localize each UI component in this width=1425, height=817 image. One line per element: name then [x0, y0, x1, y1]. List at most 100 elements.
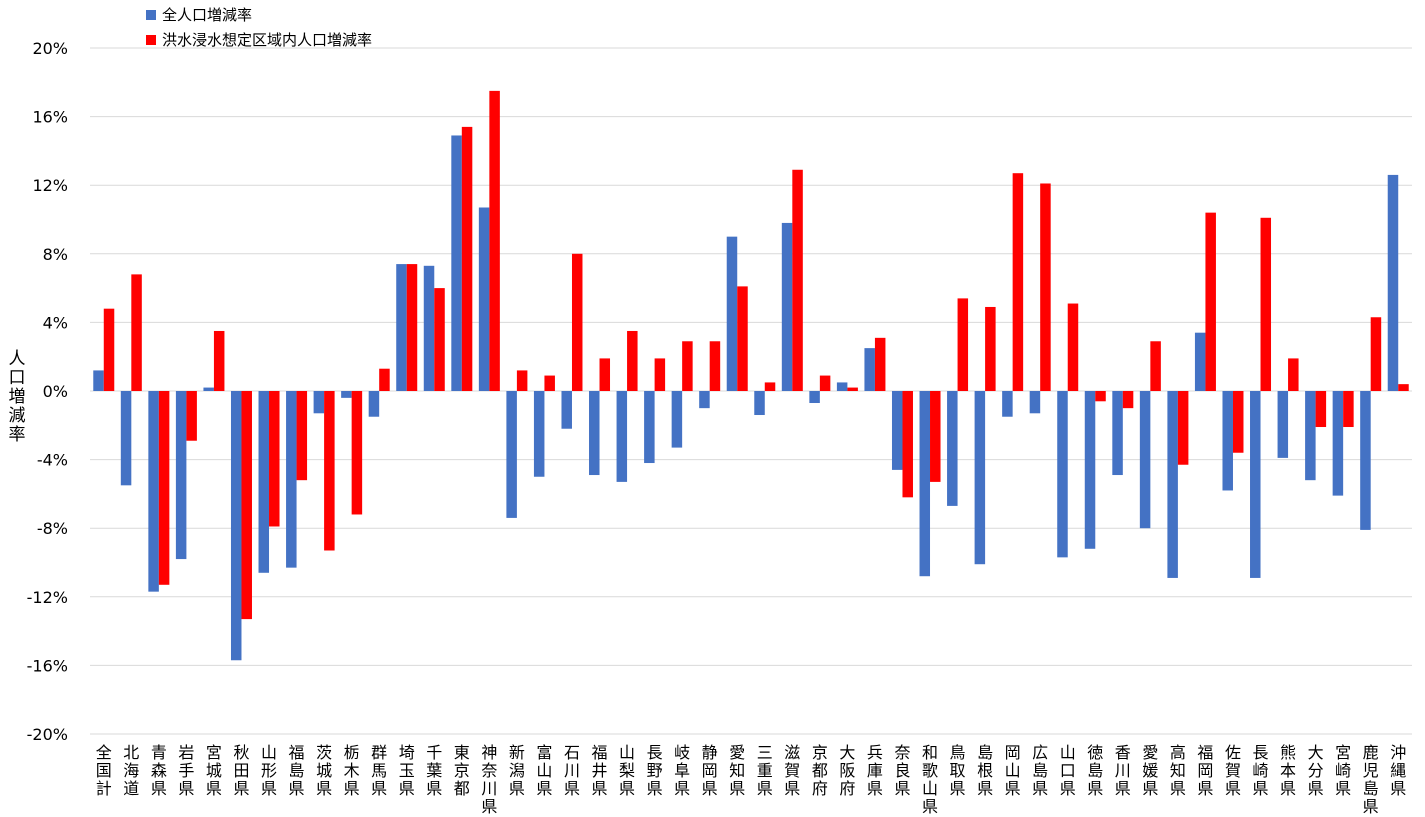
bar-series-2 — [1398, 384, 1409, 391]
bar-series-1 — [1332, 391, 1344, 496]
bar-series-1 — [286, 391, 297, 568]
bar-series-1 — [809, 391, 820, 404]
x-tick-label: 山口県 — [1060, 743, 1076, 798]
bar-series-2 — [599, 358, 611, 391]
bar-series-1 — [506, 391, 517, 518]
bar-series-1 — [1084, 391, 1096, 549]
bar-series-1 — [1387, 174, 1399, 391]
bar-series-2 — [1067, 303, 1079, 391]
bar-series-2 — [379, 368, 390, 391]
x-tick-label: 奈良県 — [894, 743, 910, 798]
x-tick-label: 高知県 — [1170, 743, 1186, 798]
bar-series-2 — [461, 126, 473, 391]
x-tick-label: 福島県 — [289, 743, 305, 798]
x-tick-label: 佐賀県 — [1225, 743, 1241, 798]
bar-series-2 — [985, 306, 996, 391]
bar-series-1 — [864, 348, 875, 391]
x-tick-label: 新潟県 — [509, 743, 525, 798]
y-tick-label: 20% — [32, 39, 68, 58]
legend-item-series-2: 洪水浸水想定区域内人口増減率 — [146, 27, 372, 52]
bar-series-1 — [1167, 391, 1178, 578]
bar-series-1 — [726, 236, 738, 391]
x-tick-label: 富山県 — [536, 743, 552, 798]
x-tick-label: 島根県 — [977, 743, 993, 798]
x-tick-label: 沖縄県 — [1390, 743, 1406, 798]
x-tick-label: 長崎県 — [1253, 743, 1269, 798]
x-tick-label: 鳥取県 — [950, 743, 966, 798]
x-tick-label: 群馬県 — [371, 743, 387, 798]
bar-series-2 — [213, 330, 225, 391]
bar-series-2 — [571, 253, 583, 391]
bar-series-2 — [654, 358, 666, 391]
x-tick-label: 福岡県 — [1197, 743, 1213, 798]
gridlines — [90, 47, 1412, 735]
bar-series-2 — [792, 169, 803, 391]
x-tick-label: 香川県 — [1115, 743, 1131, 798]
x-tick-label: 山形県 — [261, 743, 277, 798]
bar-series-1 — [423, 265, 435, 391]
x-tick-label: 秋田県 — [233, 743, 249, 798]
x-axis-category-labels: 全国計北海道青森県岩手県宮城県秋田県山形県福島県茨城県栃木県群馬県埼玉県千葉県東… — [96, 743, 1406, 816]
bar-series-2 — [737, 286, 748, 391]
x-tick-label: 静岡県 — [702, 743, 718, 798]
legend-swatch-blue — [146, 9, 156, 20]
bar-series-2 — [1343, 391, 1354, 428]
bar-series-1 — [120, 391, 132, 486]
bar-series-2 — [1315, 391, 1327, 428]
x-tick-label: 青森県 — [151, 743, 167, 798]
bar-series-2 — [516, 370, 528, 391]
y-axis-ticks: -20% -16% -12% -8% -4% 0% 4% 8% 12% 16% 20% — [27, 39, 68, 744]
bar-series-2 — [874, 337, 886, 391]
bar-series-2 — [186, 391, 197, 441]
bar-series-1 — [891, 391, 903, 470]
bar-series-1 — [561, 391, 572, 429]
x-tick-label: 京都府 — [812, 743, 828, 798]
legend-item-series-1: 全人口増減率 — [146, 2, 372, 27]
bar-series-2 — [1012, 173, 1024, 391]
bar-series-1 — [258, 391, 270, 573]
x-tick-label: 岡山県 — [1005, 743, 1021, 798]
x-tick-label: 山梨県 — [619, 743, 635, 798]
x-tick-label: 愛媛県 — [1142, 743, 1158, 798]
bar-series-1 — [203, 387, 214, 391]
bar-series-1 — [93, 370, 104, 391]
x-tick-label: 神奈川県 — [481, 743, 497, 816]
bar-series-1 — [1250, 391, 1261, 578]
bar-series-2 — [241, 391, 252, 620]
bar-series-2 — [269, 391, 280, 527]
x-tick-label: 熊本県 — [1280, 743, 1296, 798]
y-tick-label: 12% — [32, 176, 68, 195]
x-tick-label: 千葉県 — [426, 743, 442, 798]
x-tick-label: 長野県 — [647, 743, 663, 798]
bar-series-2 — [627, 330, 638, 391]
bar-series-2 — [324, 391, 335, 551]
bar-series-2 — [930, 391, 941, 482]
x-tick-label: 埼玉県 — [399, 743, 415, 798]
x-tick-label: 兵庫県 — [867, 743, 883, 798]
y-axis-label: 人口増減率 — [8, 349, 26, 445]
bar-series-1 — [699, 391, 710, 409]
bar-series-2 — [434, 288, 445, 391]
x-tick-label: 和歌山県 — [922, 743, 938, 816]
bar-series-1 — [478, 207, 490, 391]
bar-series-2 — [1260, 217, 1272, 391]
x-tick-label: 岩手県 — [178, 743, 194, 798]
bar-series-2 — [902, 391, 913, 498]
bar-series-1 — [1360, 391, 1371, 530]
bar-series-1 — [341, 391, 352, 398]
y-tick-label: -16% — [27, 656, 68, 675]
bar-series-1 — [1002, 391, 1013, 417]
bar-series-1 — [671, 391, 683, 448]
bar-series-1 — [230, 391, 242, 661]
bar-series-1 — [644, 391, 655, 464]
bar-series-2 — [1150, 341, 1161, 391]
x-tick-label: 三重県 — [757, 743, 773, 798]
bar-series-2 — [1288, 358, 1299, 391]
bar-series-1 — [589, 391, 600, 476]
legend-swatch-red — [146, 34, 156, 45]
bar-series-1 — [1277, 391, 1289, 458]
bar-series-2 — [819, 375, 831, 391]
bars — [93, 90, 1409, 661]
bar-series-1 — [1112, 391, 1123, 476]
